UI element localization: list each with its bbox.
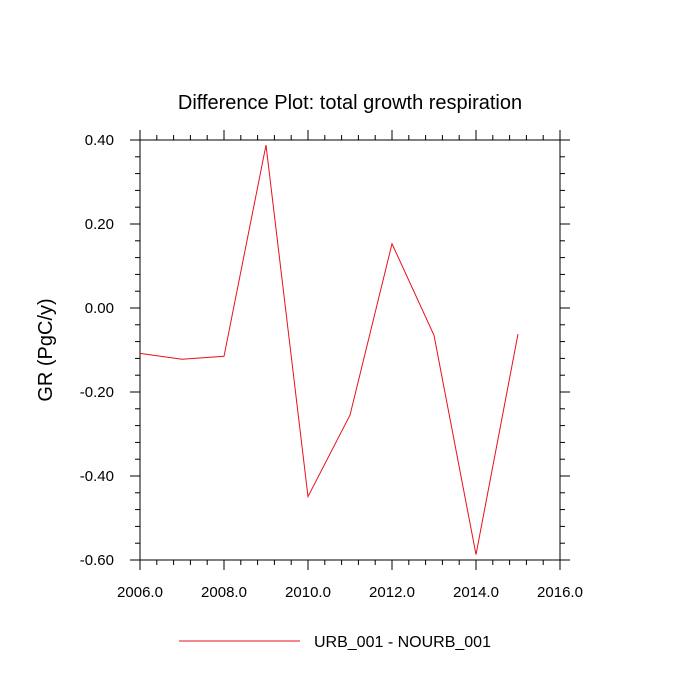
x-tick-label: 2012.0 [369, 584, 415, 601]
x-tick-label: 2006.0 [117, 584, 163, 601]
chart-title: Difference Plot: total growth respiratio… [178, 92, 522, 114]
legend-label: URB_001 - NOURB_001 [314, 634, 491, 651]
y-axis-label: GR (PgC/y) [35, 298, 57, 401]
legend: URB_001 - NOURB_001 [179, 634, 491, 651]
axis-tick-labels: 2006.0 2008.0 2010.0 2012.0 2014.0 2016.0 0.40… [80, 132, 583, 601]
x-tick-label: 2008.0 [201, 584, 247, 601]
axis-ticks [130, 130, 570, 570]
y-tick-label: 0.40 [85, 132, 114, 149]
x-tick-label: 2016.0 [537, 584, 583, 601]
y-tick-label: -0.40 [80, 468, 114, 485]
x-tick-label: 2014.0 [453, 584, 499, 601]
series-line [139, 144, 519, 555]
y-tick-label: 0.00 [85, 300, 114, 317]
x-tick-label: 2010.0 [285, 584, 331, 601]
y-tick-label: -0.60 [80, 552, 114, 569]
series-group [139, 144, 519, 555]
y-tick-label: -0.20 [80, 384, 114, 401]
plot-frame [139, 139, 561, 561]
y-tick-label: 0.20 [85, 216, 114, 233]
